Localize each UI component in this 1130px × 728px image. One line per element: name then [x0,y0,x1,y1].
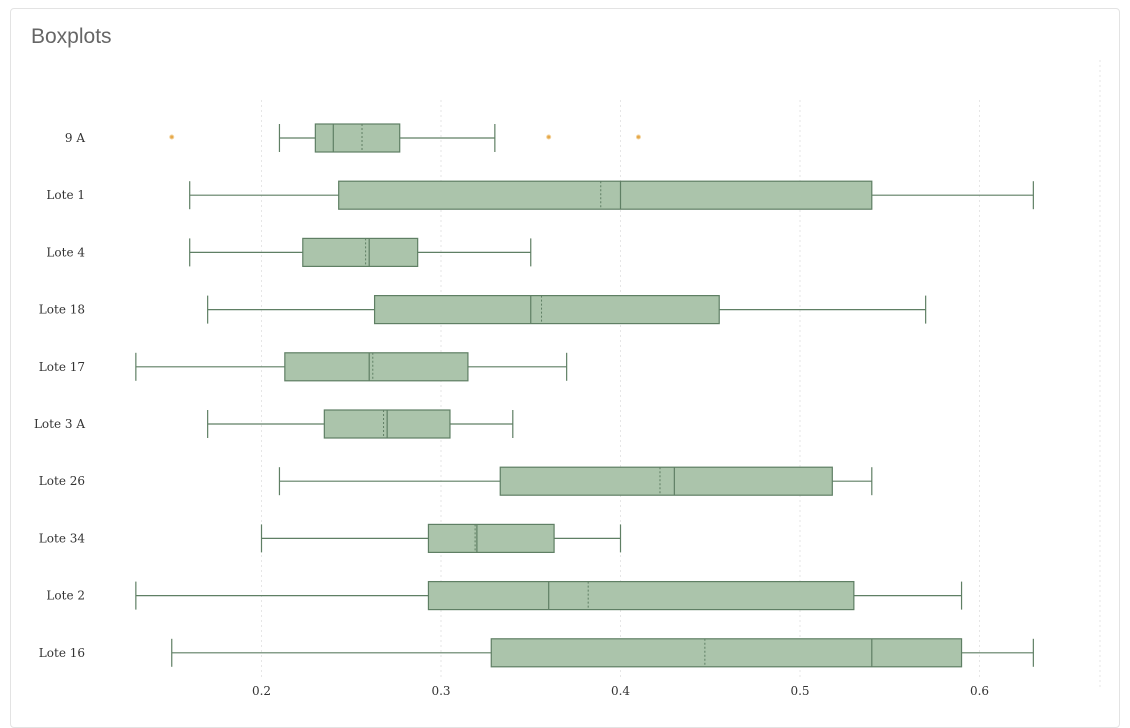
category-label: Lote 18 [39,303,85,317]
category-label: Lote 34 [39,531,86,545]
x-tick-label: 0.2 [252,684,271,698]
box-iqr [284,352,469,382]
box-iqr [499,466,833,496]
x-tick-label: 0.3 [431,684,450,698]
category-label: Lote 4 [46,245,85,259]
category-label: Lote 3 A [34,417,85,431]
card-title: Boxplots [31,25,112,48]
outlier-point [546,134,552,140]
box-iqr [338,180,873,210]
category-label: Lote 2 [46,589,85,603]
box-iqr [490,638,963,668]
box-iqr [373,295,720,325]
category-label: Lote 1 [46,188,85,202]
outlier-point [169,134,175,140]
box-iqr [427,580,855,611]
category-label: Lote 17 [39,360,85,374]
outlier-point [635,134,641,140]
category-label: Lote 26 [39,474,85,488]
x-tick-label: 0.6 [970,684,989,698]
x-tick-label: 0.5 [790,684,809,698]
x-tick-label: 0.4 [611,684,630,698]
box-iqr [302,237,419,267]
category-label: 9 A [65,131,85,145]
box-iqr [314,123,401,153]
category-label: Lote 16 [39,646,85,660]
box-iqr [427,523,555,554]
